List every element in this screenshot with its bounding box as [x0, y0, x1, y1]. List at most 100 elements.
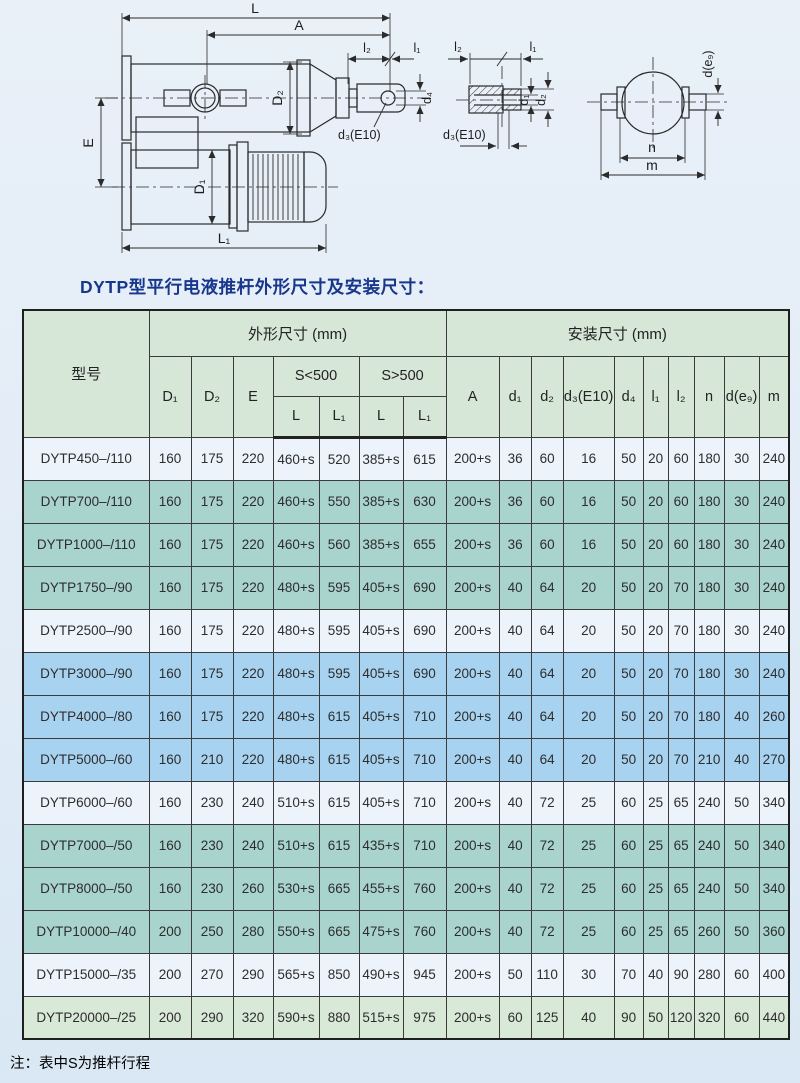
- dim-label-de9: d(e₉): [701, 50, 715, 77]
- value-cell: 20: [642, 479, 669, 524]
- header-A: A: [445, 355, 500, 438]
- header-l2: l₂: [667, 355, 695, 438]
- dim-label-l1-2: l₁: [530, 40, 537, 54]
- header-d2: d₂: [530, 355, 564, 438]
- value-cell: 175: [190, 565, 234, 610]
- value-cell: 50: [613, 608, 644, 653]
- value-cell: 120: [667, 995, 695, 1040]
- dim-label-l1: l₁: [414, 41, 421, 55]
- value-cell: 175: [190, 608, 234, 653]
- value-cell: 200+s: [445, 995, 500, 1040]
- value-cell: 60: [530, 479, 564, 524]
- value-cell: 175: [190, 694, 234, 739]
- table-row: DYTP450–/110 160 175 220 460+s 520 385+s 615 200…: [22, 436, 790, 481]
- header-s-gt-500: S>500: [358, 355, 447, 397]
- value-cell: 180: [693, 608, 725, 653]
- value-cell: 30: [723, 522, 760, 567]
- value-cell: 630: [402, 479, 447, 524]
- value-cell: 160: [148, 780, 192, 825]
- value-cell: 65: [667, 823, 695, 868]
- value-cell: 200+s: [445, 479, 500, 524]
- page-title: DYTP型平行电液推杆外形尺寸及安装尺寸：: [80, 277, 435, 297]
- value-cell: 340: [758, 866, 790, 911]
- value-cell: 25: [562, 780, 615, 825]
- value-cell: 20: [642, 651, 669, 696]
- value-cell: 60: [613, 866, 644, 911]
- value-cell: 64: [530, 651, 564, 696]
- value-cell: 405+s: [358, 737, 404, 782]
- value-cell: 20: [642, 694, 669, 739]
- value-cell: 710: [402, 737, 447, 782]
- value-cell: 320: [232, 995, 274, 1040]
- value-cell: 65: [667, 909, 695, 954]
- header-L-lt: L: [272, 395, 320, 439]
- value-cell: 240: [693, 866, 725, 911]
- value-cell: 72: [530, 866, 564, 911]
- header-L-gt: L: [358, 395, 404, 439]
- value-cell: 200+s: [445, 952, 500, 997]
- value-cell: 615: [318, 737, 360, 782]
- value-cell: 200: [148, 909, 192, 954]
- value-cell: 480+s: [272, 608, 320, 653]
- value-cell: 220: [232, 522, 274, 567]
- value-cell: 360: [758, 909, 790, 954]
- value-cell: 710: [402, 823, 447, 868]
- value-cell: 40: [498, 866, 532, 911]
- value-cell: 220: [232, 608, 274, 653]
- value-cell: 65: [667, 866, 695, 911]
- value-cell: 50: [613, 522, 644, 567]
- value-cell: 405+s: [358, 694, 404, 739]
- dim-label-d1-2: d₁: [517, 94, 531, 105]
- model-cell: DYTP8000–/50: [22, 866, 150, 911]
- header-L1-gt: L₁: [402, 395, 447, 439]
- value-cell: 40: [498, 737, 532, 782]
- value-cell: 40: [562, 995, 615, 1040]
- value-cell: 690: [402, 651, 447, 696]
- value-cell: 40: [723, 694, 760, 739]
- value-cell: 320: [693, 995, 725, 1040]
- value-cell: 60: [723, 995, 760, 1040]
- value-cell: 72: [530, 823, 564, 868]
- model-cell: DYTP1000–/110: [22, 522, 150, 567]
- value-cell: 65: [667, 780, 695, 825]
- value-cell: 60: [613, 909, 644, 954]
- value-cell: 510+s: [272, 823, 320, 868]
- value-cell: 260: [758, 694, 790, 739]
- value-cell: 200+s: [445, 651, 500, 696]
- value-cell: 710: [402, 780, 447, 825]
- value-cell: 480+s: [272, 565, 320, 610]
- value-cell: 175: [190, 651, 234, 696]
- value-cell: 72: [530, 909, 564, 954]
- header-D1: D₁: [148, 355, 192, 438]
- header-group-install: 安装尺寸 (mm): [445, 309, 790, 357]
- table-row: DYTP1000–/110 160 175 220 460+s 560 385+s 655 20…: [22, 522, 790, 567]
- value-cell: 40: [723, 737, 760, 782]
- table-row: DYTP15000–/35 200 270 290 565+s 850 490+s 945 20…: [22, 952, 790, 997]
- value-cell: 40: [642, 952, 669, 997]
- value-cell: 20: [642, 737, 669, 782]
- header-d3: d₃(E10): [562, 355, 615, 438]
- header-s-lt-500: S<500: [272, 355, 360, 397]
- value-cell: 50: [613, 436, 644, 481]
- value-cell: 180: [693, 436, 725, 481]
- value-cell: 50: [613, 479, 644, 524]
- value-cell: 220: [232, 436, 274, 481]
- value-cell: 30: [723, 608, 760, 653]
- table-row: DYTP4000–/80 160 175 220 480+s 615 405+s 710 200…: [22, 694, 790, 739]
- value-cell: 595: [318, 565, 360, 610]
- value-cell: 260: [232, 866, 274, 911]
- value-cell: 490+s: [358, 952, 404, 997]
- value-cell: 50: [613, 651, 644, 696]
- header-d4: d₄: [613, 355, 644, 438]
- header-n: n: [693, 355, 725, 438]
- value-cell: 520: [318, 436, 360, 481]
- spec-table-header: 型号 外形尺寸 (mm) 安装尺寸 (mm) D₁ D₂ E S<500 S>5…: [22, 309, 790, 439]
- spec-table: 型号 外形尺寸 (mm) 安装尺寸 (mm) D₁ D₂ E S<500 S>5…: [22, 309, 791, 1040]
- value-cell: 240: [232, 780, 274, 825]
- value-cell: 400: [758, 952, 790, 997]
- value-cell: 40: [498, 909, 532, 954]
- header-L1-lt: L₁: [318, 395, 360, 439]
- dim-label-L: L: [251, 0, 259, 16]
- value-cell: 560: [318, 522, 360, 567]
- value-cell: 60: [667, 436, 695, 481]
